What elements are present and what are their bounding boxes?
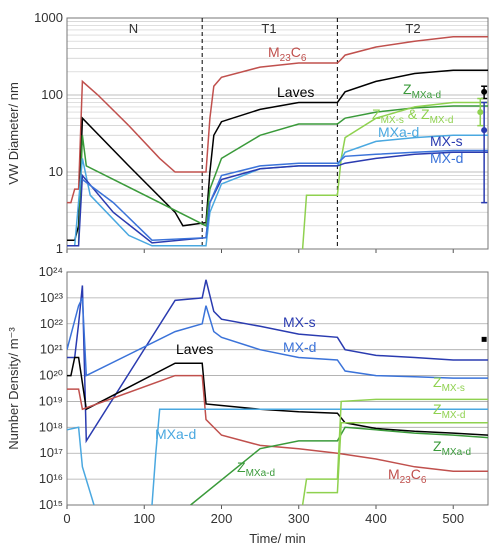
series-line [67, 36, 488, 204]
region-label: T1 [261, 21, 276, 36]
series-label: ZMXa-d [433, 438, 471, 458]
series-label: MX-s [283, 314, 316, 330]
y-tick-label: 10²³ [40, 290, 64, 305]
y-tick-label: 10¹⁵ [39, 497, 63, 512]
label-text: Z [372, 106, 381, 122]
series-line [301, 398, 488, 505]
y-tick-label: 1000 [34, 10, 63, 25]
label-text: Laves [277, 84, 314, 100]
y-tick-label: 100 [41, 87, 63, 102]
series-line [67, 374, 488, 473]
label-subscript: MX-d [442, 410, 466, 421]
series-label: MXa-d [378, 124, 419, 140]
label-text: Z [403, 81, 412, 97]
label-subscript: MX-d [430, 115, 454, 126]
series-label: ZMX-d [433, 401, 465, 421]
x-tick-label: 500 [442, 511, 464, 526]
plot-frame [66, 271, 489, 506]
y-axis-label: VW Diameter/ nm [6, 82, 21, 185]
label-text: & Z [404, 106, 430, 122]
series-label: MX-d [283, 339, 316, 355]
y-tick-label: 10²² [40, 316, 64, 331]
series-label: Laves [277, 84, 314, 100]
series-line [190, 426, 488, 505]
label-subscript: MXa-d [412, 90, 441, 101]
y-tick-label: 10²⁴ [39, 264, 63, 279]
region-label: T2 [405, 21, 420, 36]
label-subscript: MXa-d [442, 447, 471, 458]
marker [481, 88, 488, 95]
label-text: MX-s [430, 133, 463, 149]
series-label: MX-d [430, 150, 463, 166]
label-text: Z [433, 401, 442, 417]
label-text: Z [433, 438, 442, 454]
series-label: ZMX-s [433, 374, 465, 394]
series-label: M23C6 [268, 44, 307, 64]
series-label: MXa-d [155, 426, 196, 442]
y-tick-label: 10¹⁹ [39, 393, 63, 408]
label-subscript: 6 [421, 475, 427, 486]
label-text: Z [433, 374, 442, 390]
series-line [81, 149, 488, 241]
x-tick-label: 400 [365, 511, 387, 526]
series-line [301, 101, 488, 249]
series-line [67, 297, 488, 379]
label-subscript: 23 [280, 53, 292, 64]
series-label: M23C6 [388, 466, 427, 486]
y-tick-label: 10¹⁸ [39, 419, 63, 434]
y-tick-label: 10 [49, 164, 63, 179]
y-tick-label: 10²¹ [40, 342, 64, 357]
y-tick-label: 1 [56, 241, 63, 256]
series-line [306, 422, 488, 494]
y-axis-label: Number Density/ m⁻³ [6, 327, 21, 450]
x-tick-label: 300 [288, 511, 310, 526]
series-label: Laves [176, 341, 213, 357]
label-text: C [291, 44, 301, 60]
series-label: ZMX-s & ZMX-d [372, 106, 453, 126]
marker [477, 109, 484, 116]
series-line [77, 105, 488, 243]
region-label: N [129, 21, 138, 36]
label-text: C [411, 466, 421, 482]
x-axis-label: Time/ min [249, 531, 306, 546]
label-text: MX-d [283, 339, 316, 355]
series-line [67, 356, 488, 436]
marker [481, 127, 488, 134]
label-subscript: MXa-d [246, 468, 275, 479]
y-tick-label: 10²⁰ [39, 368, 63, 383]
series-line [67, 408, 488, 505]
label-subscript: 6 [301, 53, 307, 64]
y-tick-label: 10¹⁷ [40, 445, 64, 460]
label-text: Laves [176, 341, 213, 357]
series-label: ZMXa-d [237, 459, 275, 479]
series-label: MX-s [430, 133, 463, 149]
x-tick-label: 200 [211, 511, 233, 526]
series-line [67, 151, 488, 247]
plot-frame [66, 17, 489, 250]
series-line [67, 69, 488, 241]
marker [481, 336, 487, 342]
label-subscript: 23 [400, 475, 412, 486]
series-line [73, 134, 488, 247]
x-tick-label: 100 [133, 511, 155, 526]
x-tick-label: 0 [63, 511, 70, 526]
label-subscript: MX-s [381, 115, 404, 126]
label-text: MXa-d [378, 124, 419, 140]
label-text: MX-s [283, 314, 316, 330]
label-subscript: MX-s [442, 383, 465, 394]
series-label: ZMXa-d [403, 81, 441, 101]
series-line [67, 279, 488, 444]
label-text: M [388, 466, 400, 482]
label-text: MXa-d [155, 426, 196, 442]
label-text: M [268, 44, 280, 60]
label-text: Z [237, 459, 246, 475]
y-tick-label: 10¹⁶ [39, 471, 63, 486]
label-text: MX-d [430, 150, 463, 166]
